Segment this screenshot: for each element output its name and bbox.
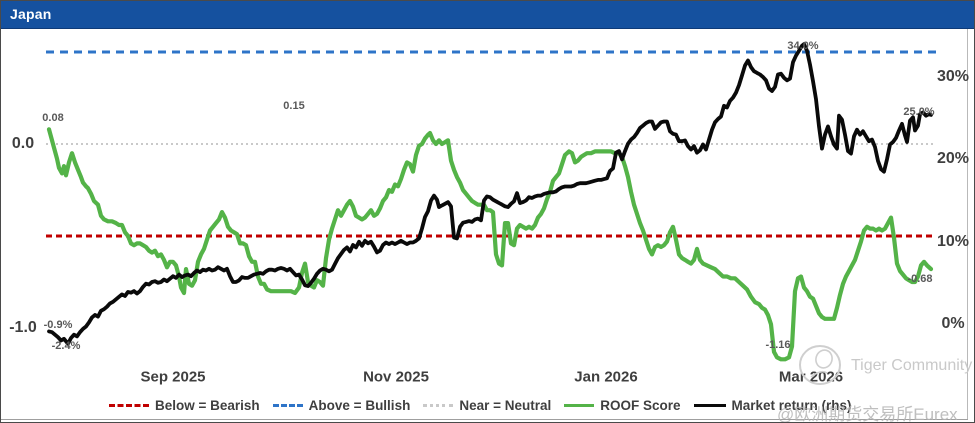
- data-label: -0.9%: [43, 319, 73, 331]
- right-axis-tick: 0%: [941, 315, 965, 332]
- tiger-community-watermark: Tiger Community: [851, 357, 973, 374]
- title-bar: [1, 1, 974, 29]
- frame-right-border: [967, 29, 968, 420]
- data-label: 34.0%: [787, 40, 819, 52]
- legend-swatch-dashed: [272, 404, 303, 407]
- right-axis-tick: 10%: [936, 232, 970, 250]
- right-axis-tick: 20%: [936, 150, 970, 168]
- legend-label: ROOF Score: [600, 398, 681, 413]
- data-label: 25.0%: [903, 106, 935, 118]
- right-axis-tick: 30%: [936, 68, 970, 85]
- legend-label: Near = Neutral: [459, 398, 552, 413]
- market-return-rhs--line: [47, 42, 933, 346]
- tiger-logo-icon: [799, 345, 841, 385]
- data-label: -0.68: [907, 273, 933, 285]
- legend-item-above-bullish: Above = Bullish: [272, 398, 411, 413]
- legend-label: Market return (rhs): [731, 398, 852, 413]
- legend-item-market-return-rhs-: Market return (rhs): [693, 398, 852, 413]
- chart-legend: Below = Bearish Above = Bullish Near = Neu…: [109, 398, 852, 413]
- eurex-watermark: @欧洲期货交易所Eurex: [777, 405, 958, 423]
- x-axis-tick: Jan 2026: [574, 368, 638, 386]
- legend-label: Above = Bullish: [308, 398, 411, 413]
- page-title: Japan: [10, 6, 52, 22]
- legend-item-below-bearish: Below = Bearish: [109, 398, 260, 413]
- data-label: 0.08: [42, 112, 64, 124]
- legend-swatch-dotted: [423, 404, 454, 407]
- legend-swatch-dashed: [109, 404, 149, 407]
- data-label: -2.4%: [51, 340, 81, 352]
- frame-bottom-border: [1, 419, 968, 420]
- legend-swatch-solid: [693, 403, 726, 408]
- roof-score-line: [46, 127, 934, 362]
- legend-item-roof-score: ROOF Score: [564, 398, 681, 413]
- legend-swatch-solid: [564, 403, 595, 408]
- left-axis-tick: -1.0: [9, 319, 37, 336]
- data-label: -1.16: [765, 339, 791, 351]
- left-axis-tick: 0.0: [11, 135, 35, 152]
- x-axis-tick: Nov 2025: [363, 368, 429, 386]
- legend-label: Below = Bearish: [155, 398, 260, 413]
- data-label: 0.15: [283, 100, 305, 112]
- legend-item-near-neutral: Near = Neutral: [423, 398, 551, 413]
- x-axis-tick: Sep 2025: [140, 368, 206, 386]
